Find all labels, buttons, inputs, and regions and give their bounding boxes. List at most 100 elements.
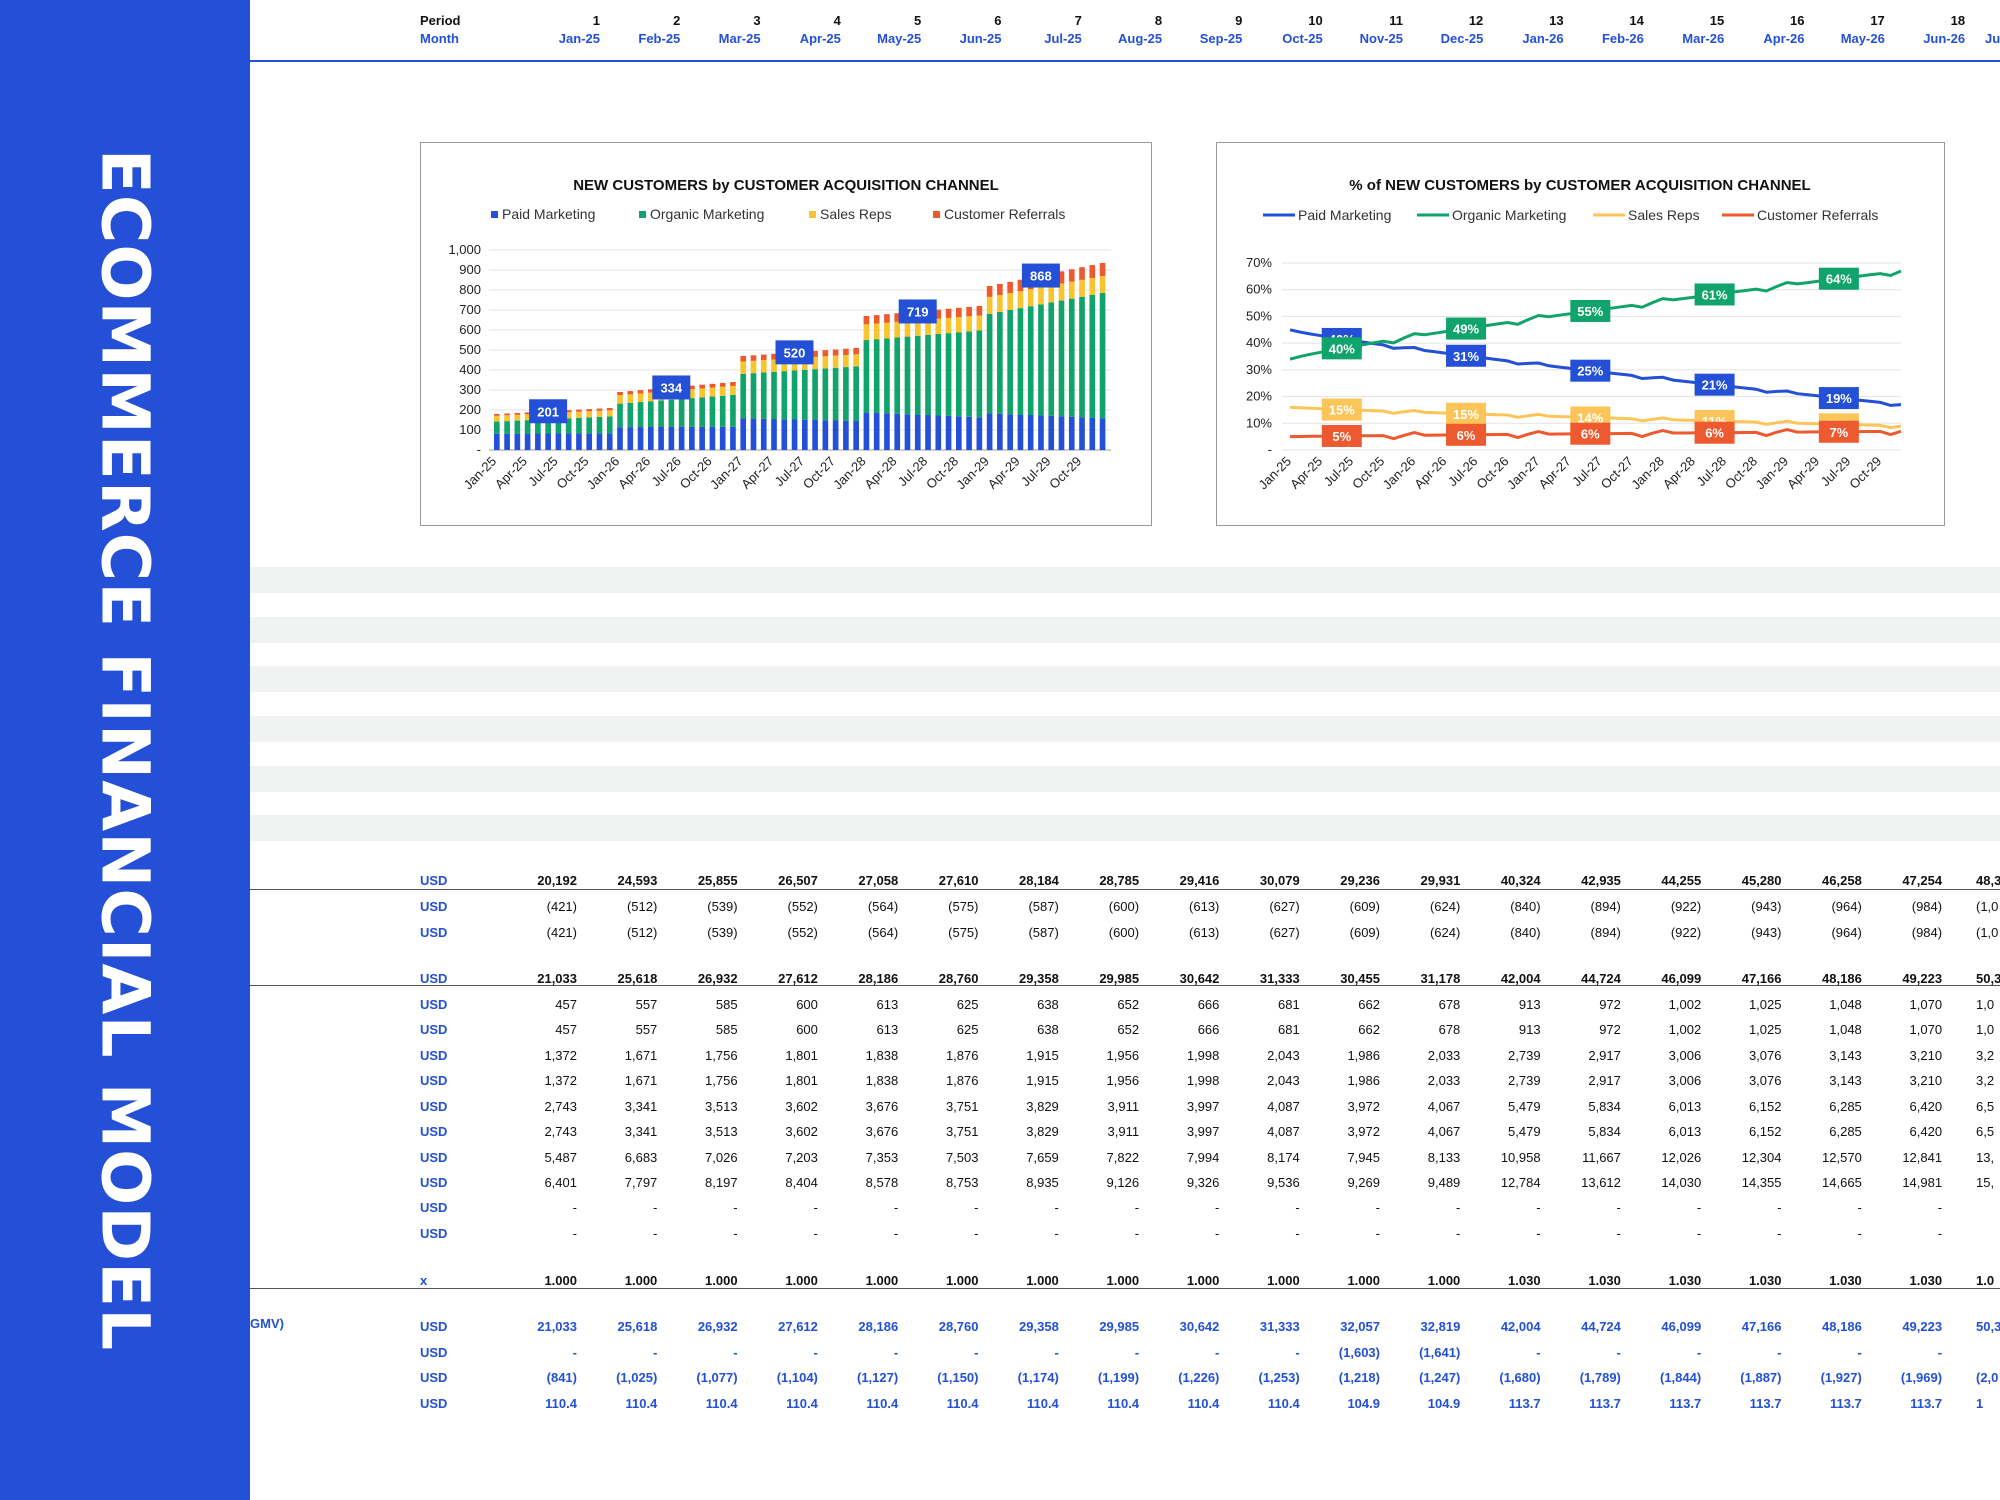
bar-segment: [535, 419, 541, 434]
value-cell: 662: [1358, 997, 1380, 1012]
bar-segment: [719, 395, 726, 427]
value-cell: 3,006: [1668, 1048, 1702, 1063]
value-cell: 3,829: [1026, 1099, 1059, 1114]
value-cell: 1,756: [705, 1073, 738, 1088]
timeline-header: Period Month 1 Jan-25 2 Feb-25 3 Mar-25 4 Apr-2…: [250, 0, 2000, 62]
bar-segment: [1048, 285, 1055, 303]
bar-segment: [1089, 265, 1096, 278]
bar-segment: [648, 426, 654, 450]
value-cell: 30,079: [1259, 873, 1300, 888]
bar-segment: [832, 355, 839, 368]
value-cell: 1,876: [945, 1048, 979, 1063]
value-cell: 8,174: [1267, 1150, 1300, 1165]
bar-segment: [863, 316, 870, 325]
value-cell: (840): [1510, 899, 1541, 914]
value-cell: 27,610: [938, 873, 979, 888]
value-cell: 3,751: [945, 1099, 979, 1114]
bar-segment: [976, 330, 983, 418]
value-cell: (552): [787, 925, 818, 940]
value-cell: 12,570: [1822, 1150, 1862, 1165]
bar-segment: [832, 420, 839, 450]
value-cell: -: [1857, 1226, 1862, 1241]
table-row: USD 2,743 3,341 3,513 3,602 3,676 3,751 3,829 3,…: [0, 1096, 2000, 1116]
value-cell: 3,341: [624, 1124, 658, 1139]
value-cell: 1,998: [1186, 1073, 1220, 1088]
bar-segment: [771, 419, 777, 450]
value-cell: 585: [715, 997, 738, 1012]
bar-segment: [689, 398, 695, 427]
value-cell: 1,025: [1748, 1022, 1782, 1037]
period-number: 3: [753, 13, 761, 28]
value-cell: 110.4: [946, 1396, 979, 1411]
empty-row-band: [250, 567, 2000, 593]
bar-segment: [894, 313, 901, 322]
value-cell: 600: [796, 1022, 818, 1037]
bar-segment: [730, 426, 736, 450]
value-cell: 8,753: [945, 1175, 979, 1190]
value-cell: 14,355: [1741, 1175, 1782, 1190]
bar-segment: [565, 412, 572, 419]
unit-cell: USD: [420, 1073, 448, 1088]
new-customers-chart[interactable]: NEW CUSTOMERS by CUSTOMER ACQUISITION CH…: [420, 142, 1152, 526]
bar-segment: [863, 340, 870, 413]
value-cell: 26,932: [697, 971, 738, 986]
y-tick-label: 60%: [1246, 282, 1272, 297]
pct-new-customers-chart[interactable]: % of NEW CUSTOMERS by CUSTOMER ACQUISITI…: [1216, 142, 1945, 526]
value-cell: 1,0: [1976, 1022, 1995, 1037]
value-cell: 31,333: [1259, 971, 1300, 986]
value-cell: 31,178: [1420, 971, 1461, 986]
empty-row-band: [250, 666, 2000, 692]
value-cell: 49,223: [1902, 971, 1943, 986]
x-tick-label: Oct-25: [1349, 454, 1387, 492]
value-cell: (1,226): [1178, 1370, 1220, 1385]
bar-segment: [514, 420, 521, 434]
bar-segment: [771, 371, 777, 420]
data-label-box: [1694, 373, 1735, 396]
value-cell: 3,751: [945, 1124, 979, 1139]
bar-segment: [627, 402, 634, 428]
value-cell: -: [1777, 1345, 1782, 1360]
value-cell: 29,931: [1420, 873, 1461, 888]
value-cell: 110.4: [1267, 1396, 1300, 1411]
bar-segment: [565, 410, 572, 413]
value-cell: 15,: [1976, 1175, 1995, 1190]
bar-segment: [781, 358, 788, 372]
bar-segment: [822, 420, 829, 450]
bar-segment: [1099, 263, 1106, 277]
bar-segment: [617, 395, 623, 404]
value-cell: (624): [1429, 925, 1461, 940]
bar-segment: [504, 415, 510, 422]
bar-segment: [812, 419, 818, 450]
value-cell: (1,969): [1900, 1370, 1943, 1385]
y-tick-label: 300: [459, 382, 481, 397]
bar-segment: [873, 339, 880, 413]
x-tick-label: Jan-26: [584, 454, 623, 493]
value-cell: 1.030: [1668, 1273, 1702, 1288]
data-label-box: [1694, 283, 1735, 306]
bar-segment: [699, 397, 705, 427]
value-cell: 110.4: [1026, 1396, 1059, 1411]
value-cell: 47,166: [1741, 971, 1782, 986]
bar-segment: [781, 371, 788, 420]
value-cell: -: [1536, 1226, 1541, 1241]
period-number: 9: [1235, 13, 1243, 28]
pct-new-customers-chart-svg: % of NEW CUSTOMERS by CUSTOMER ACQUISITI…: [1246, 177, 1902, 492]
bar-segment: [740, 361, 747, 374]
value-cell: 110.4: [866, 1396, 899, 1411]
x-tick-label: Jan-27: [707, 454, 746, 493]
bar-segment: [904, 414, 911, 450]
value-cell: -: [1536, 1200, 1541, 1215]
x-tick-label: Apr-28: [1660, 454, 1698, 492]
bar-segment: [986, 296, 993, 314]
value-cell: (1,603): [1338, 1345, 1380, 1360]
period-number: 11: [1389, 13, 1403, 28]
bar-segment: [760, 360, 767, 373]
value-cell: 681: [1277, 1022, 1300, 1037]
bar-segment: [945, 333, 952, 416]
x-tick-label: Apr-27: [1536, 454, 1574, 492]
value-cell: 13,: [1976, 1150, 1995, 1165]
bar-segment: [925, 319, 931, 335]
value-cell: 42,004: [1500, 1319, 1541, 1334]
bar-segment: [1038, 287, 1044, 305]
value-cell: 3,972: [1347, 1099, 1380, 1114]
